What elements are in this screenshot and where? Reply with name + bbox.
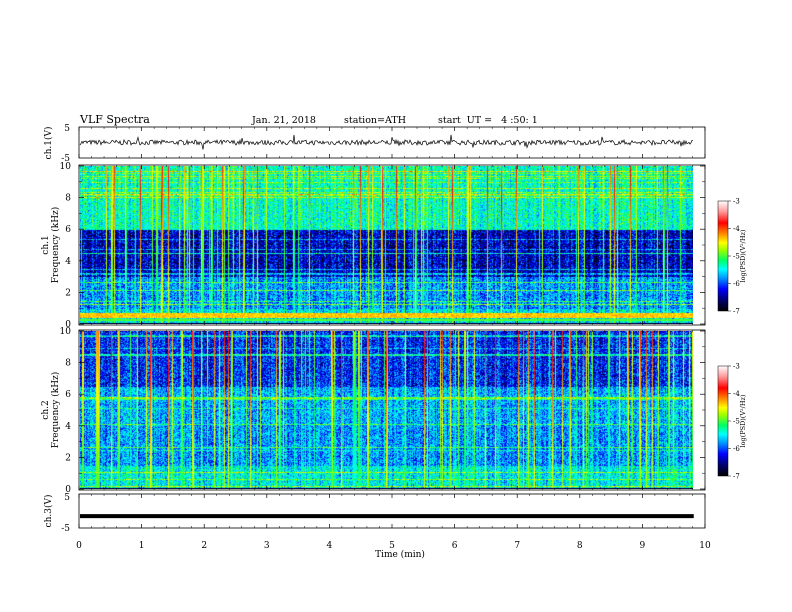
ch2-colorbar: -3 -4 -5 -6 -7 log(PSD)(V²/Hz): [717, 363, 747, 481]
y-tick-label: 10: [60, 162, 72, 172]
ch1-ylabel: ch.1(V): [43, 127, 54, 160]
y-tick-label: 8: [65, 194, 71, 204]
x-tick-label: 4: [327, 541, 333, 551]
ch2-colorbar-scale: [717, 365, 729, 477]
x-tick-label: 7: [514, 541, 520, 551]
y-tick-label: 4: [65, 422, 71, 432]
y-tick-label: 2: [65, 288, 71, 298]
x-axis-label: Time (min): [375, 549, 425, 560]
ch2-colorbar-ticks: -3 -4 -5 -6 -7: [728, 363, 740, 481]
colorbar-tick-label: -5: [733, 418, 740, 426]
x-tick-label: 8: [577, 541, 583, 551]
ch2-freq-ticks: 0 2 4 6 8 10: [60, 327, 705, 495]
y-tick-label: 0: [65, 320, 71, 330]
time-axis-ticks: [78, 127, 706, 528]
ch1-colorbar-scale: [717, 200, 729, 312]
y-tick-label: 2: [65, 453, 71, 463]
station-label: station=ATH: [344, 115, 406, 126]
y-tick-label: 6: [65, 390, 71, 400]
ch2-spectrogram-panel: 0 2 4 6 8 10 ch.2 Frequency (kHz): [41, 327, 706, 495]
y-tick-label: 6: [65, 225, 71, 235]
y-tick-label: 8: [65, 359, 71, 369]
x-tick-label: 6: [452, 541, 458, 551]
ch1-colorbar: -3 -4 -5 -6 -7 log(PSD)(V²/Hz): [717, 198, 747, 316]
x-tick-label: 10: [699, 541, 711, 551]
colorbar-tick-label: -5: [733, 253, 740, 261]
colorbar-tick-label: -7: [733, 473, 740, 481]
colorbar-tick-label: -6: [733, 445, 740, 453]
ch1-waveform-trace: [79, 134, 694, 150]
ch3-ytick-max: 5: [64, 493, 70, 503]
chart-title: VLF Spectra: [79, 113, 150, 126]
ch3-waveform-panel: 5 -5 ch.3(V): [43, 493, 706, 534]
ch1-colorbar-ticks: -3 -4 -5 -6 -7: [728, 198, 740, 316]
ch1-spectrogram-image: [80, 166, 693, 324]
ch1-freq-ticks: 0 2 4 6 8 10: [60, 162, 705, 330]
ch3-ytick-min: -5: [61, 524, 70, 534]
ch3-ylabel: ch.3(V): [43, 495, 54, 528]
time-axis-tick-labels: 0 1 2 3 4 5 6 7 8 9 10: [76, 541, 711, 551]
ch1-spec-ylabel-channel: ch.1: [41, 235, 51, 254]
ch1-waveform-panel: 5 -5 ch.1(V): [43, 124, 706, 164]
colorbar-tick-label: -4: [733, 390, 740, 398]
date-label: Jan. 21, 2018: [251, 115, 316, 126]
colorbar-tick-label: -4: [733, 225, 740, 233]
ch1-spec-ylabel-freq: Frequency (kHz): [50, 207, 61, 284]
start-time-label: start UT = 4 :50: 1: [438, 115, 538, 126]
y-tick-label: 0: [65, 485, 71, 495]
colorbar-tick-label: -6: [733, 280, 740, 288]
x-tick-label: 1: [139, 541, 145, 551]
x-tick-label: 0: [76, 541, 82, 551]
ch3-waveform-frame: [78, 493, 706, 529]
ch1-spectrogram-panel: 0 2 4 6 8 10 ch.1 Frequency (kHz): [41, 162, 706, 330]
ch2-colorbar-label: log(PSD)(V²/Hz): [739, 394, 747, 447]
y-tick-label: 4: [65, 257, 71, 267]
colorbar-tick-label: -3: [733, 198, 740, 206]
ch1-colorbar-label: log(PSD)(V²/Hz): [739, 229, 747, 282]
x-tick-label: 3: [264, 541, 270, 551]
x-tick-label: 5: [389, 541, 395, 551]
ch1-ytick-max: 5: [64, 124, 70, 134]
x-tick-label: 9: [640, 541, 646, 551]
colorbar-tick-label: -7: [733, 308, 740, 316]
ch2-spec-ylabel-channel: ch.2: [41, 400, 51, 419]
colorbar-tick-label: -3: [733, 363, 740, 371]
ch2-spectrogram-image: [80, 331, 693, 489]
ch1-ytick-min: -5: [61, 154, 70, 164]
ch2-spec-ylabel-freq: Frequency (kHz): [50, 372, 61, 449]
x-tick-label: 2: [201, 541, 207, 551]
y-tick-label: 10: [60, 327, 72, 337]
